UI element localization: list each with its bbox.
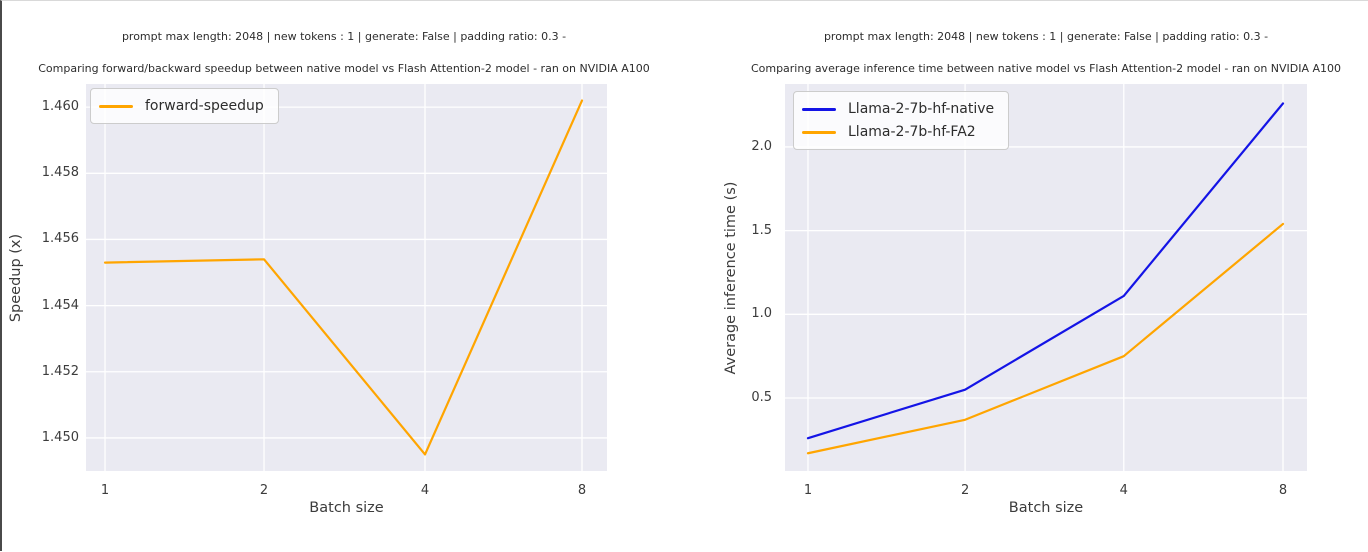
y-tick-label: 1.454 [41, 297, 79, 313]
y-tick-label: 1.456 [41, 231, 79, 247]
x-tick-label: 1 [803, 483, 813, 498]
y-tick-label: 1.5 [751, 222, 772, 238]
y-tick-label: 0.5 [751, 390, 772, 406]
x-tick-label: 2 [259, 483, 269, 498]
x-tick-label: 8 [577, 483, 587, 498]
plot-canvas [785, 84, 1307, 471]
axes-title: Comparing average inference time between… [750, 62, 1342, 75]
y-axis-label: Average inference time (s) [723, 181, 739, 374]
figure-speedup: prompt max length: 2048 | new tokens : 1… [2, 1, 686, 552]
y-tick-label: 1.452 [41, 363, 79, 379]
x-tick-label: 1 [100, 483, 110, 498]
x-axis-label: Batch size [309, 500, 384, 516]
data-line-Llama-2-7b-hf-FA2 [806, 222, 1285, 455]
plot-canvas [86, 84, 607, 471]
figure-suptitle: prompt max length: 2048 | new tokens : 1… [121, 30, 567, 43]
legend-item: Llama-2-7b-hf-native [802, 99, 994, 119]
y-tick-label: 1.450 [41, 429, 79, 445]
x-tick-label: 8 [1278, 483, 1288, 498]
plot-area: Llama-2-7b-hf-native Llama-2-7b-hf-FA2 [785, 84, 1307, 471]
plot-area: forward-speedup [86, 84, 607, 471]
x-tick-label: 4 [1119, 483, 1128, 498]
legend-label: forward-speedup [145, 98, 264, 114]
legend-line-swatch [802, 107, 836, 111]
legend-item: forward-speedup [99, 96, 264, 116]
y-tick-label: 1.0 [751, 306, 772, 322]
figure-inference-time: prompt max length: 2048 | new tokens : 1… [684, 1, 1368, 552]
legend-label: Llama-2-7b-hf-native [848, 101, 995, 117]
legend-item: Llama-2-7b-hf-FA2 [802, 122, 994, 142]
y-tick-label: 2.0 [751, 138, 772, 154]
legend: Llama-2-7b-hf-native Llama-2-7b-hf-FA2 [793, 91, 1010, 150]
x-tick-label: 4 [420, 483, 430, 498]
legend: forward-speedup [90, 88, 279, 124]
figure-suptitle: prompt max length: 2048 | new tokens : 1… [823, 30, 1269, 43]
data-line-Llama-2-7b-hf-native [806, 102, 1285, 440]
x-axis-label: Batch size [1008, 500, 1084, 516]
axes-title: Comparing forward/backward speedup betwe… [38, 62, 650, 75]
data-line-forward-speedup [103, 99, 584, 456]
y-tick-label: 1.458 [41, 165, 79, 181]
legend-label: Llama-2-7b-hf-FA2 [848, 124, 976, 140]
x-tick-label: 2 [960, 483, 970, 498]
legend-line-swatch [802, 130, 836, 134]
y-tick-label: 1.460 [41, 99, 79, 115]
legend-line-swatch [99, 104, 133, 108]
